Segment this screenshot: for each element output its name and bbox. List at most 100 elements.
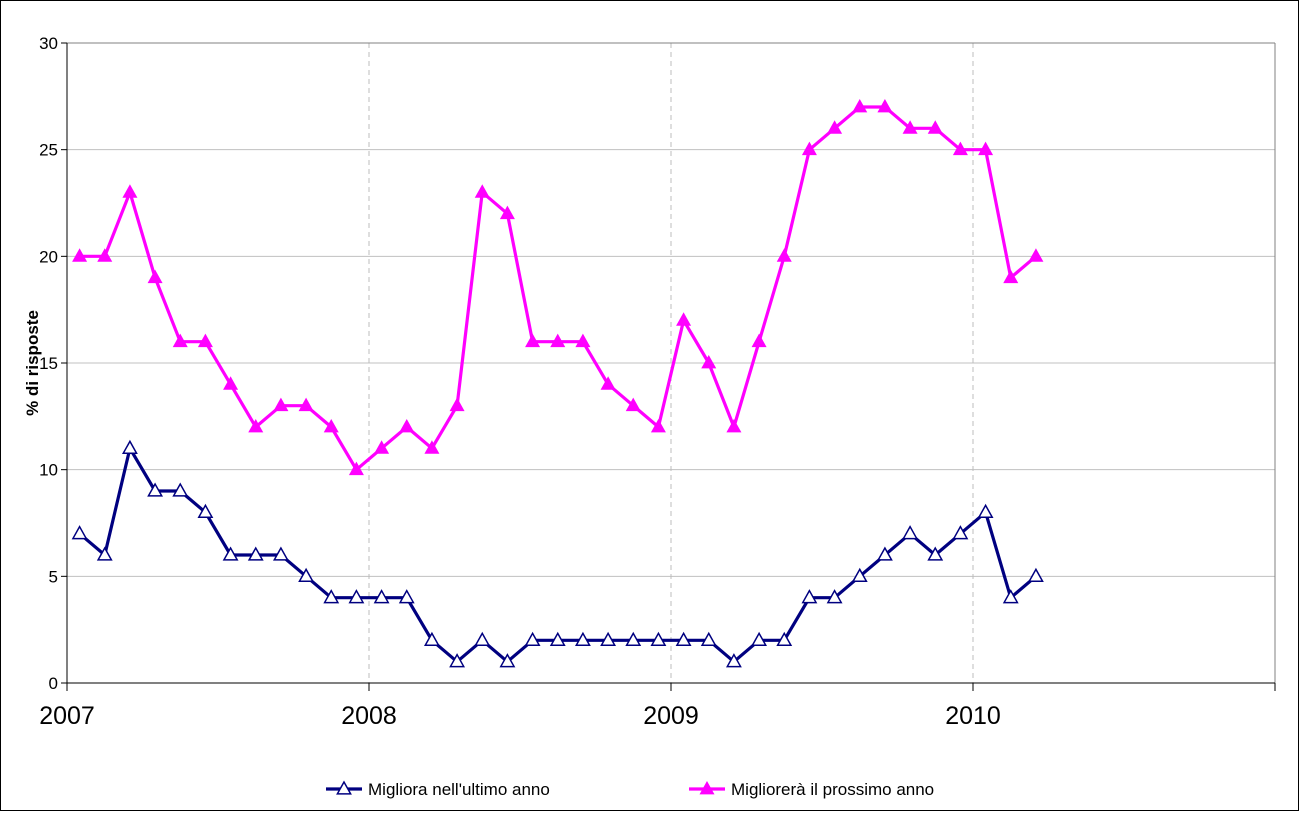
data-point: [1028, 248, 1044, 262]
data-point: [650, 418, 666, 433]
series-line: [78, 446, 1037, 664]
data-point: [72, 248, 88, 262]
legend-label: Migliorerà il prossimo anno: [731, 780, 934, 799]
series-2: [72, 98, 1044, 476]
data-point: [574, 631, 591, 646]
data-point: [197, 333, 213, 348]
y-tick-label: 0: [49, 674, 58, 693]
legend-label: Migliora nell'ultimo anno: [368, 780, 550, 799]
data-point: [851, 567, 868, 582]
data-point: [298, 567, 315, 582]
chart-title: p: [1, 0, 1300, 13]
data-point: [524, 631, 541, 646]
y-tick-label: 15: [39, 354, 58, 373]
series-line: [79, 105, 1037, 472]
y-tick-label: 30: [39, 34, 58, 53]
data-point: [852, 98, 868, 113]
data-point: [600, 376, 616, 390]
data-point: [726, 418, 742, 433]
legend-marker: [336, 780, 352, 795]
y-tick-label: 10: [39, 461, 58, 480]
data-point: [499, 653, 516, 668]
x-tick-label: 2010: [945, 702, 1001, 730]
data-point: [197, 503, 214, 518]
data-point: [701, 354, 717, 369]
data-point: [625, 631, 642, 646]
data-point: [550, 333, 566, 348]
data-point: [373, 589, 390, 604]
data-point: [399, 418, 415, 433]
data-point: [600, 631, 617, 646]
data-point: [348, 589, 365, 604]
data-point: [222, 546, 239, 561]
data-point: [97, 248, 113, 262]
data-point: [223, 376, 239, 390]
data-point: [675, 631, 692, 646]
data-point: [902, 120, 918, 134]
data-point: [549, 631, 566, 646]
data-point: [298, 397, 314, 412]
data-point: [827, 120, 843, 134]
y-tick-label: 5: [49, 567, 58, 586]
data-point: [272, 546, 289, 561]
data-point: [323, 418, 339, 433]
data-point: [876, 546, 893, 561]
data-point: [121, 439, 138, 454]
data-point: [525, 333, 541, 348]
x-tick-label: 2008: [341, 702, 397, 730]
data-point: [96, 546, 113, 561]
data-point: [575, 333, 591, 348]
data-point: [801, 589, 818, 604]
data-point: [449, 653, 466, 668]
data-point: [248, 418, 264, 433]
data-point: [323, 589, 340, 604]
data-point: [474, 631, 491, 646]
data-point: [71, 525, 88, 540]
data-point: [826, 589, 843, 604]
data-point: [1003, 269, 1019, 284]
data-point: [449, 397, 465, 412]
data-point: [147, 269, 163, 284]
data-point: [725, 653, 742, 668]
data-point: [398, 589, 415, 604]
axes: [61, 42, 1276, 691]
data-point: [700, 631, 717, 646]
data-point: [172, 482, 189, 497]
data-point: [423, 631, 440, 646]
data-point: [927, 546, 944, 561]
data-point: [676, 312, 692, 326]
x-tick-label: 2007: [39, 702, 95, 730]
data-point: [650, 631, 667, 646]
data-point: [902, 525, 919, 540]
series-layer: [71, 98, 1044, 668]
data-point: [424, 440, 440, 454]
series-1: [71, 439, 1044, 668]
y-tick-label: 20: [39, 247, 58, 266]
data-point: [374, 440, 390, 454]
data-point: [172, 333, 188, 348]
data-point: [1027, 567, 1044, 582]
data-point: [877, 98, 893, 113]
data-point: [952, 525, 969, 540]
y-axis-label: % di risposte: [23, 310, 42, 416]
x-tick-label: 2009: [643, 702, 699, 730]
data-point: [801, 141, 817, 156]
grid-lines: [67, 42, 1275, 683]
data-point: [977, 503, 994, 518]
data-point: [927, 120, 943, 134]
data-point: [952, 141, 968, 156]
data-point: [978, 141, 994, 156]
data-point: [247, 546, 264, 561]
data-point: [273, 397, 289, 412]
data-point: [474, 184, 490, 198]
data-point: [751, 631, 768, 646]
data-point: [1002, 589, 1019, 604]
data-point: [776, 631, 793, 646]
data-point: [751, 333, 767, 348]
data-point: [625, 397, 641, 412]
data-point: [348, 461, 364, 476]
data-point: [499, 205, 515, 220]
y-tick-label: 25: [39, 141, 58, 160]
